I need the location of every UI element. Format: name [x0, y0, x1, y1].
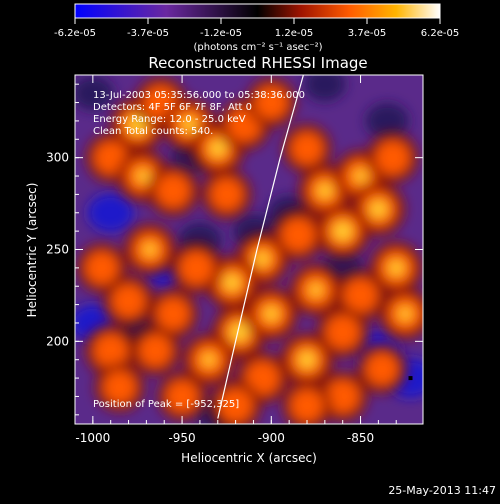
peak-marker [408, 376, 413, 381]
heatmap-hot-spot [155, 173, 191, 208]
colorbar-tick-label: -1.2e-05 [200, 28, 242, 39]
footer-timestamp: 25-May-2013 11:47 [388, 484, 496, 497]
heatmap-hot-spot-core [309, 283, 323, 297]
x-axis-label: Heliocentric X (arcsec) [181, 451, 317, 465]
heatmap-hot-spot [93, 333, 128, 368]
colorbar-tick-label: 1.2e-05 [275, 28, 313, 39]
heatmap-hot-spot [290, 389, 324, 423]
x-tick-label: -850 [347, 431, 374, 445]
colorbar-ticks [74, 18, 441, 24]
heatmap-cold-spot [87, 193, 134, 233]
y-tick-label: 200 [46, 334, 69, 348]
heatmap-hot-spot [245, 360, 280, 396]
x-tick-label: -1000 [75, 431, 110, 445]
x-tick-label: -950 [168, 431, 195, 445]
heatmap-hot-spot [111, 284, 146, 318]
annotation-line: 13-Jul-2003 05:35:56.000 to 05:38:36.000 [93, 90, 305, 101]
heatmap-hot-spot [218, 388, 253, 423]
x-axis-ticks: -1000 -950 -900 -850 [75, 75, 397, 445]
heatmap-hot-spot-core [143, 242, 157, 257]
heatmap-hot-spot-core [201, 352, 216, 367]
heatmap-hot-spot-core [229, 322, 249, 342]
heatmap-hot-spot [375, 140, 410, 175]
solar-limb-curve [217, 75, 304, 419]
heatmap-hot-spot [343, 278, 378, 313]
annotation-line: Clean Total counts: 540. [93, 126, 213, 137]
heatmap-hot-spot [280, 217, 316, 253]
y-tick-label: 300 [46, 151, 69, 165]
heatmap-hot-spot-core [263, 305, 280, 322]
heatmap-hot-spot-core [317, 182, 333, 199]
colorbar-unit-label: (photons cm⁻² s⁻¹ asec⁻²) [193, 42, 322, 53]
heatmap-cold-spot [75, 76, 114, 111]
heatmap-hot-spot-core [181, 116, 198, 133]
heatmap-cold-spot [365, 103, 409, 139]
colorbar-tick-label: 6.2e-05 [421, 28, 459, 39]
heatmap-hot-spot [325, 314, 360, 350]
y-axis-label: Heliocentric Y (arcsec) [25, 183, 39, 318]
colorbar-tick-label: -3.7e-05 [127, 28, 169, 39]
chart-title: Reconstructed RHESSI Image [148, 54, 367, 72]
heatmap-hot-spot-core [254, 250, 271, 267]
heatmap-hot-spot-core [223, 273, 241, 292]
annotation-line: Detectors: 4F 5F 6F 7F 8F, Att 0 [93, 102, 252, 113]
heatmap-hot-spot [103, 370, 137, 404]
hot-spots-layer [76, 76, 423, 424]
colorbar: -6.2e-05 -3.7e-05 -1.2e-05 1.2e-05 3.7e-… [54, 3, 459, 53]
heatmap-hot-spot-core [209, 139, 227, 158]
colorbar-tick-label: -6.2e-05 [54, 28, 96, 39]
peak-position-label: Position of Peak = [-952,325] [93, 399, 239, 410]
heatmap-hot-spot-core [298, 351, 316, 369]
heatmap-hot-spot-core [398, 306, 413, 321]
heatmap-hot-spot [165, 380, 199, 413]
heatmap-cold-spot [304, 75, 346, 102]
colorbar-tick-label: 3.7e-05 [348, 28, 386, 39]
heatmap-hot-spot [138, 333, 172, 368]
heatmap-hot-spot [179, 250, 214, 286]
heatmap-hot-spot-core [388, 260, 405, 276]
y-axis-ticks: 200 250 300 [46, 83, 423, 416]
heatmap-hot-spot [254, 85, 288, 120]
y-tick-label: 250 [46, 243, 69, 257]
heatmap-hot-spot [85, 251, 119, 285]
heatmap-hot-spot-core [135, 169, 150, 183]
heatmap-hot-spot [156, 297, 190, 331]
heatmap-area [75, 75, 423, 424]
heatmap-hot-spot-core [333, 221, 353, 241]
heatmap-hot-spot [365, 352, 399, 386]
x-tick-label: -900 [258, 431, 285, 445]
annotation-line: Energy Range: 12.0 - 25.0 keV [93, 114, 246, 125]
heatmap-hot-spot [290, 132, 324, 165]
heatmap-hot-spot-core [353, 169, 368, 183]
colorbar-strip [74, 3, 441, 19]
annotation-block: 13-Jul-2003 05:35:56.000 to 05:38:36.000… [93, 90, 305, 137]
heatmap-hot-spot [210, 177, 244, 211]
heatmap-hot-spot [325, 379, 360, 414]
heatmap-hot-spot-core [369, 200, 388, 218]
